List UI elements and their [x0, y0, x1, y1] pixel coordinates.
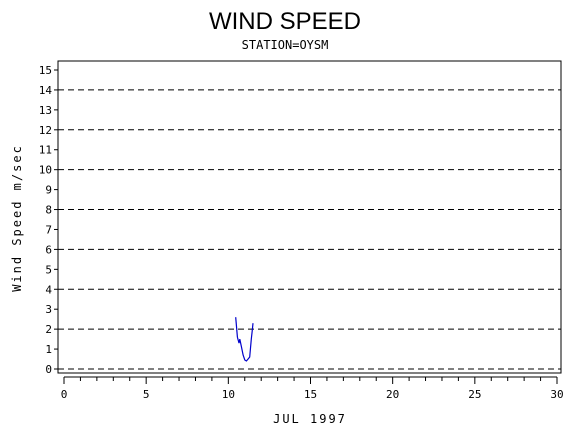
x-tick-label-15: 15	[304, 388, 317, 401]
x-tick-label-20: 20	[386, 388, 399, 401]
y-tick-label-11: 11	[39, 144, 52, 157]
y-tick-label-10: 10	[39, 164, 52, 177]
y-tick-label-3: 3	[45, 303, 52, 316]
x-tick-label-25: 25	[468, 388, 481, 401]
y-tick-label-6: 6	[45, 243, 52, 256]
y-tick-label-1: 1	[45, 343, 52, 356]
y-tick-label-15: 15	[39, 64, 52, 77]
y-tick-label-14: 14	[39, 84, 53, 97]
grid-lines	[58, 89, 561, 370]
y-tick-label-0: 0	[45, 363, 52, 376]
y-tick-label-7: 7	[45, 223, 52, 236]
series-layer	[235, 317, 254, 362]
y-tick-label-2: 2	[45, 323, 52, 336]
x-tick-label-0: 0	[61, 388, 68, 401]
chart-subtitle: STATION=OYSM	[242, 38, 329, 52]
y-tick-label-9: 9	[45, 184, 52, 197]
plot-frame	[57, 60, 562, 374]
x-axis-label: JUL 1997	[273, 412, 347, 426]
y-tick-label-4: 4	[45, 283, 52, 296]
y-axis-label: Wind Speed m/sec	[10, 144, 24, 292]
chart-title: WIND SPEED	[209, 8, 361, 35]
y-tick-label-13: 13	[39, 104, 52, 117]
x-tick-label-10: 10	[222, 388, 235, 401]
x-axis: 0 5 10 15 20 25 30	[61, 376, 564, 401]
x-tick-label-30: 30	[550, 388, 563, 401]
x-tick-label-5: 5	[143, 388, 150, 401]
series-line-0	[235, 317, 254, 362]
y-tick-label-5: 5	[45, 263, 52, 276]
y-tick-label-12: 12	[39, 124, 52, 137]
y-tick-label-8: 8	[45, 204, 52, 217]
